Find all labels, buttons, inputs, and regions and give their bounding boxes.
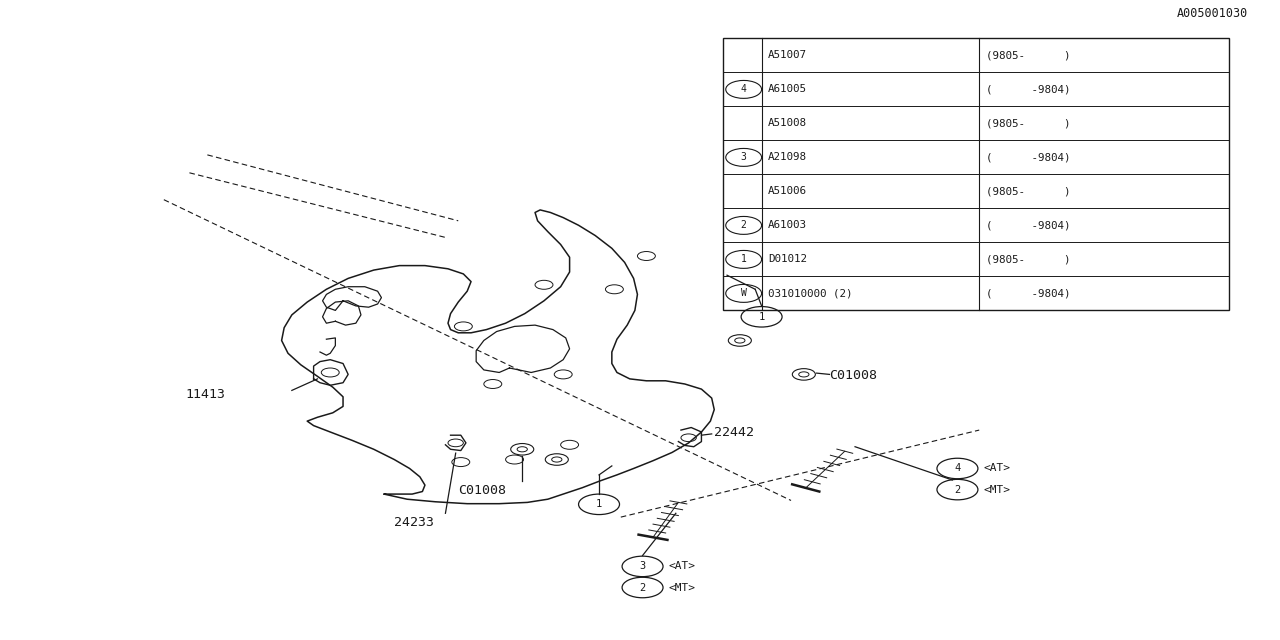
Text: <AT>: <AT> [668, 561, 695, 572]
Text: 1: 1 [596, 499, 602, 509]
Bar [723, 38, 1229, 310]
Text: 3: 3 [640, 561, 645, 572]
Text: 4: 4 [955, 463, 960, 474]
Text: 4: 4 [741, 84, 746, 94]
Text: A51007: A51007 [768, 51, 806, 60]
Text: A51006: A51006 [768, 186, 806, 196]
Text: <MT>: <MT> [668, 582, 695, 593]
Text: D01012: D01012 [768, 254, 806, 264]
Text: 24233: 24233 [394, 516, 434, 529]
Text: (      -9804): ( -9804) [986, 152, 1070, 163]
Text: (9805-      ): (9805- ) [986, 186, 1070, 196]
Text: 2: 2 [640, 582, 645, 593]
Text: (      -9804): ( -9804) [986, 220, 1070, 230]
Text: (      -9804): ( -9804) [986, 84, 1070, 94]
Text: 22442: 22442 [714, 426, 754, 440]
Text: C01008: C01008 [458, 484, 507, 497]
Text: (9805-      ): (9805- ) [986, 51, 1070, 60]
Text: A61003: A61003 [768, 220, 806, 230]
Text: 2: 2 [741, 220, 746, 230]
Text: 11413: 11413 [186, 388, 225, 401]
Text: (9805-      ): (9805- ) [986, 118, 1070, 129]
Text: <AT>: <AT> [983, 463, 1010, 474]
Text: (      -9804): ( -9804) [986, 289, 1070, 298]
Text: A005001030: A005001030 [1176, 8, 1248, 20]
Text: 1: 1 [741, 254, 746, 264]
Text: 3: 3 [741, 152, 746, 163]
Text: 031010000 (2): 031010000 (2) [768, 289, 852, 298]
Text: 1: 1 [759, 312, 764, 322]
Text: 2: 2 [955, 484, 960, 495]
Text: C01008: C01008 [829, 369, 878, 382]
Text: A51008: A51008 [768, 118, 806, 129]
Text: <MT>: <MT> [983, 484, 1010, 495]
Text: A61005: A61005 [768, 84, 806, 94]
Text: W: W [741, 289, 746, 298]
Text: (9805-      ): (9805- ) [986, 254, 1070, 264]
Text: A21098: A21098 [768, 152, 806, 163]
